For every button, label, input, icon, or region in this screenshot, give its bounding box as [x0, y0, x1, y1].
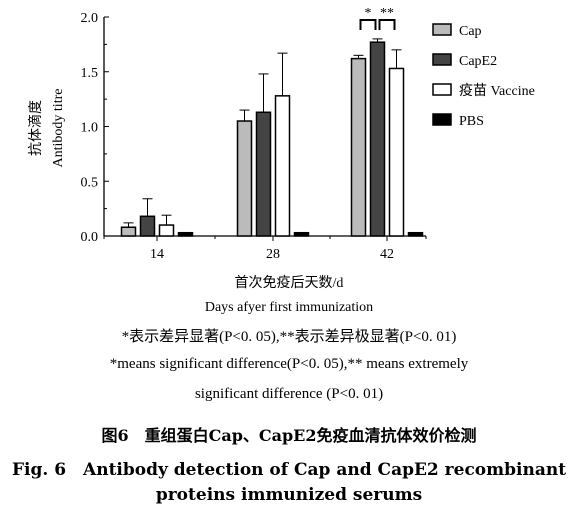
bar	[274, 95, 291, 237]
legend-swatch	[432, 53, 452, 66]
y-axis-label-en: Antibody titre	[51, 89, 66, 168]
y-tick-label: 1.0	[81, 121, 99, 136]
y-tick-label: 1.5	[81, 66, 99, 81]
figure-caption-en-line1: Fig. 6 Antibody detection of Cap and Cap…	[11, 460, 567, 480]
y-tick-label: 0.5	[81, 175, 99, 190]
x-tick-label: 28	[266, 247, 280, 262]
legend-label: CapE2	[459, 54, 497, 69]
figure-caption-en-line2: proteins immunized serums	[155, 485, 423, 505]
bar	[369, 41, 386, 237]
x-axis-label-cn: 首次免疫后天数/d	[235, 275, 344, 291]
legend-label: 疫苗 Vaccine	[459, 83, 535, 99]
bar	[177, 231, 194, 237]
legend-label: PBS	[459, 114, 484, 129]
legend-swatch	[432, 23, 452, 36]
bar	[388, 67, 405, 237]
x-axis-label-en: Days afyer first immunization	[205, 300, 373, 315]
bar	[350, 57, 367, 237]
bar	[120, 226, 137, 237]
legend-swatch	[432, 113, 452, 126]
significance-note-cn: *表示差异显著(P<0. 05),**表示差异极显著(P<0. 01)	[121, 329, 457, 345]
y-axis-label-cn: 抗体滴度	[27, 100, 44, 156]
bar	[139, 215, 156, 237]
figure-caption-cn: 图6 重组蛋白Cap、CapE2免疫血清抗体效价检测	[101, 426, 477, 445]
bar	[158, 224, 175, 237]
x-tick-label: 42	[380, 247, 394, 262]
y-tick-label: 2.0	[81, 11, 99, 26]
legend-swatch	[432, 83, 452, 96]
bar	[236, 120, 253, 237]
bar	[407, 231, 424, 237]
legend-label: Cap	[459, 24, 482, 39]
significance-label: **	[380, 6, 394, 21]
significance-note-en-line1: *means significant difference(P<0. 05),*…	[109, 356, 469, 372]
significance-bracket	[359, 19, 377, 30]
significance-label: *	[365, 6, 372, 21]
bar	[293, 231, 310, 237]
x-tick-label: 14	[150, 247, 164, 262]
bar	[255, 111, 272, 237]
significance-bracket	[378, 19, 396, 30]
significance-note-en-line2: significant difference (P<0. 01)	[194, 386, 384, 402]
y-tick-label: 0.0	[81, 230, 99, 245]
